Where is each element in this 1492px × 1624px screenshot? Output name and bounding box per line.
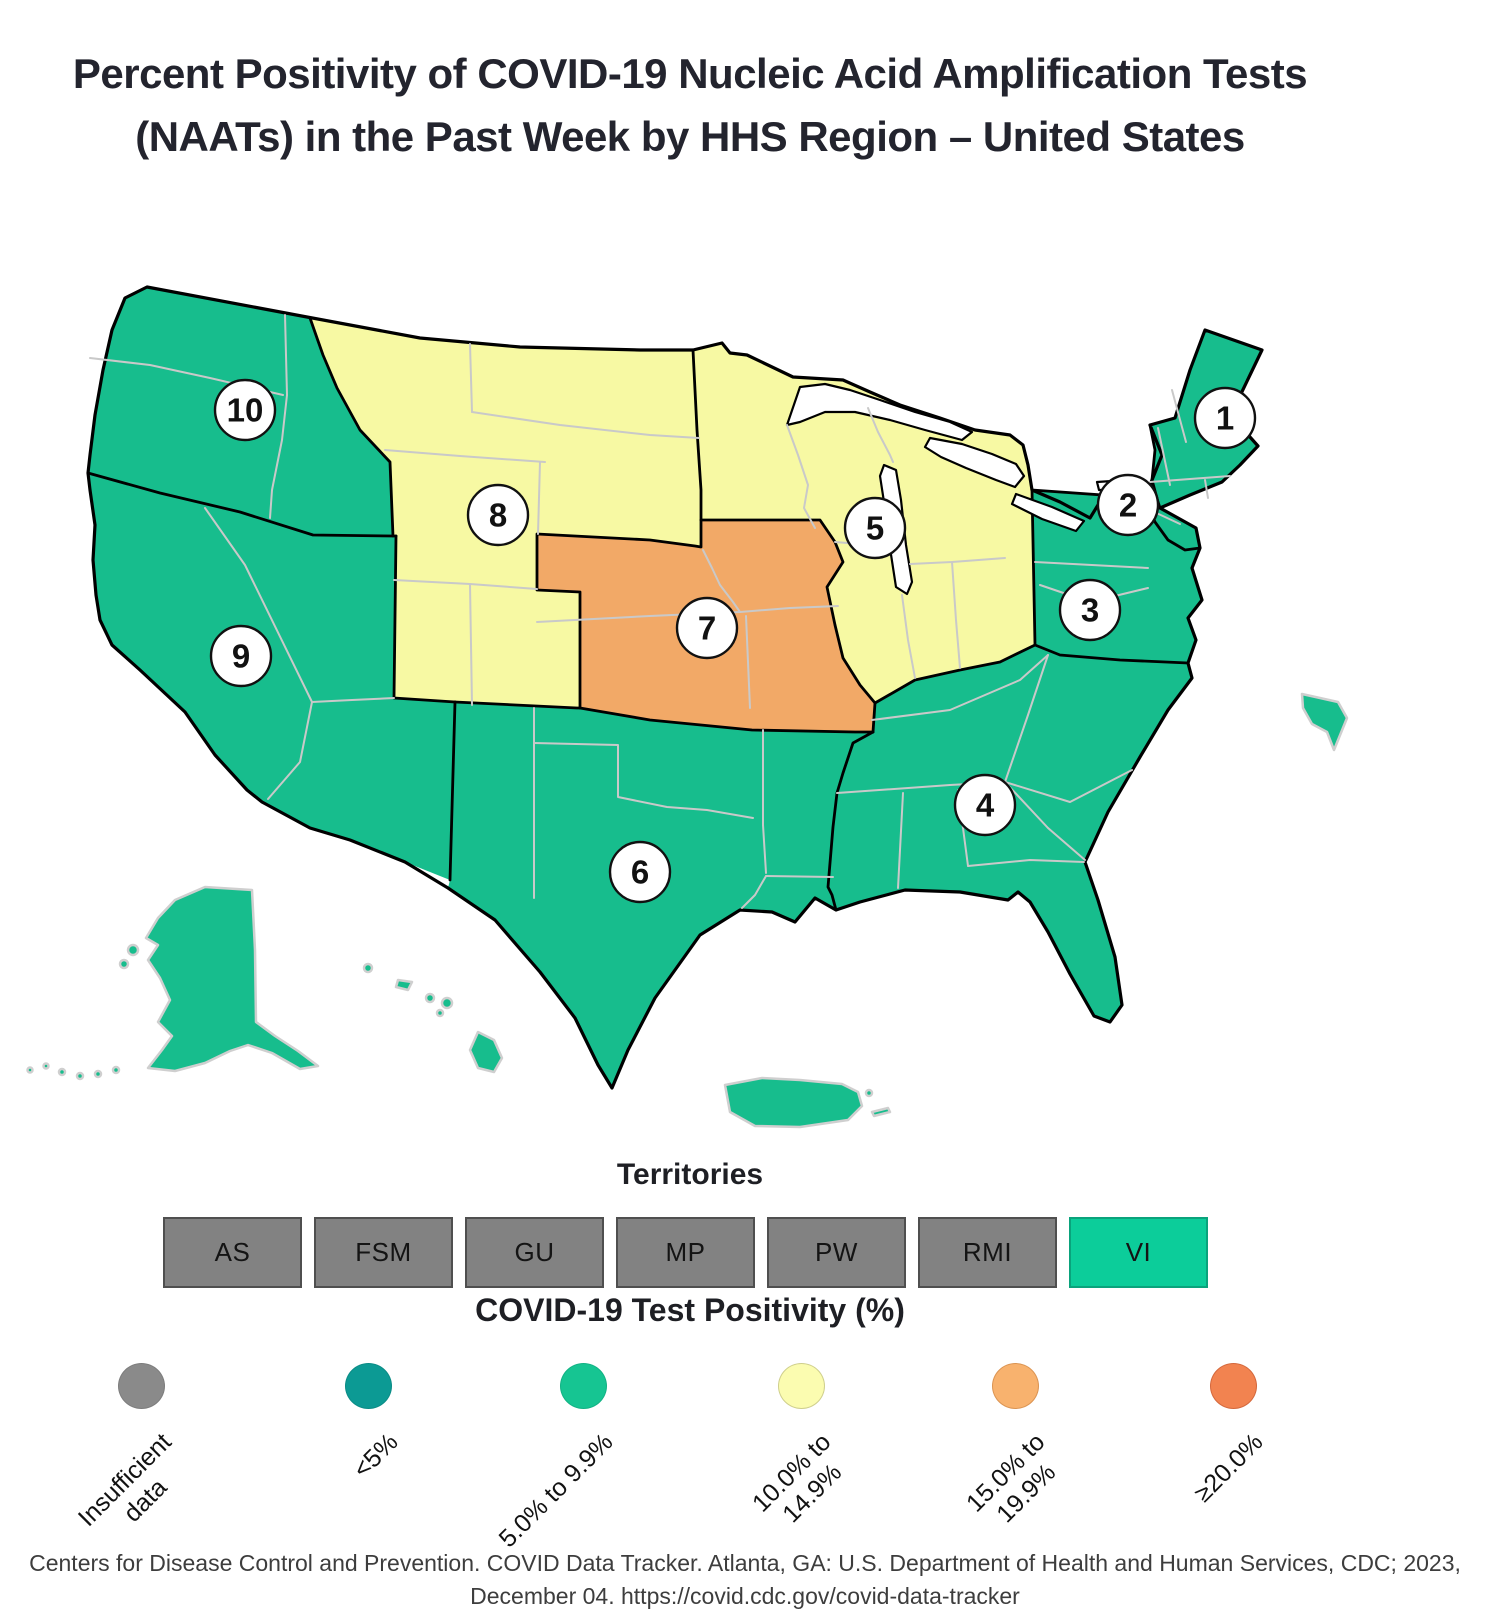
legend-marker-2 — [560, 1363, 607, 1409]
territory-box-GU[interactable]: GU — [465, 1217, 604, 1288]
region-8-badge-circle[interactable] — [466, 483, 530, 547]
region-1-badge[interactable]: 1 — [1193, 386, 1257, 450]
legend-marker-1 — [345, 1363, 392, 1409]
national-outline — [86, 285, 1264, 1090]
region-7-badge[interactable]: 7 — [675, 596, 739, 660]
region-4-path[interactable] — [828, 645, 1192, 1022]
region-1-badge-label: 1 — [1216, 400, 1234, 437]
us-hhs-region-map: 1 2 3 4 5 6 7 8 9 10 — [26, 285, 1349, 1129]
region-5-badge[interactable]: 5 — [843, 496, 907, 560]
puerto-rico-islets — [864, 1088, 892, 1118]
region-9-badge-circle[interactable] — [209, 624, 273, 688]
legend-label-1: <5% — [348, 1428, 404, 1484]
region-8-badge[interactable]: 8 — [466, 483, 530, 547]
footer-line1: Centers for Disease Control and Preventi… — [29, 1550, 1461, 1576]
region-10-badge-circle[interactable] — [213, 378, 277, 442]
region-5-badge-circle[interactable] — [843, 496, 907, 560]
territory-label-RMI: RMI — [962, 1237, 1013, 1267]
region-2-badge-circle[interactable] — [1096, 473, 1160, 537]
legend-marker-3 — [778, 1363, 825, 1409]
region-2-badge-label: 2 — [1119, 487, 1137, 524]
alaska-path[interactable] — [144, 885, 320, 1073]
territories-row: AS FSM GU MP PW RMI VI — [163, 1217, 1208, 1288]
legend-label-3: 10.0% to 14.9% — [747, 1428, 848, 1529]
region-10-badge-label: 10 — [227, 392, 264, 429]
footer-line2: December 04. https://covid.cdc.gov/covid… — [470, 1583, 1020, 1609]
region-2-badge[interactable]: 2 — [1096, 473, 1160, 537]
region-3-badge-circle[interactable] — [1058, 578, 1122, 642]
territory-label-GU: GU — [514, 1237, 555, 1267]
region-9-badge[interactable]: 9 — [209, 624, 273, 688]
region-6-badge-label: 6 — [631, 854, 649, 891]
territory-box-PW[interactable]: PW — [767, 1217, 906, 1288]
lake-erie — [1010, 492, 1086, 533]
territory-label-PW: PW — [815, 1237, 858, 1267]
region-9-badge-label: 9 — [232, 638, 250, 675]
legend-marker-0 — [118, 1363, 165, 1409]
region-10-badge[interactable]: 10 — [213, 378, 277, 442]
hawaii-islands[interactable] — [362, 962, 504, 1074]
region-4-badge-label: 4 — [976, 787, 995, 824]
alaska-islands — [26, 943, 140, 1081]
region-7-badge-circle[interactable] — [675, 596, 739, 660]
region-4-badge-circle[interactable] — [953, 773, 1017, 837]
legend-marker-5 — [1210, 1363, 1257, 1409]
region-6-badge[interactable]: 6 — [608, 840, 672, 904]
territory-box-MP[interactable]: MP — [616, 1217, 755, 1288]
legend-label-5: ≥20.0% — [1189, 1428, 1269, 1508]
legend-marker-4 — [992, 1363, 1039, 1409]
region-9-path[interactable] — [88, 473, 455, 880]
territory-box-FSM[interactable]: FSM — [314, 1217, 453, 1288]
territory-box-VI[interactable]: VI — [1069, 1217, 1208, 1288]
lake-huron — [923, 436, 1026, 489]
region-3-badge-label: 3 — [1081, 592, 1099, 629]
region-1-badge-circle[interactable] — [1193, 386, 1257, 450]
virgin-islands-path[interactable] — [1300, 692, 1349, 752]
puerto-rico-path[interactable] — [723, 1076, 864, 1129]
state-borders — [89, 314, 1231, 909]
territory-label-AS: AS — [214, 1237, 251, 1267]
region-3-badge[interactable]: 3 — [1058, 578, 1122, 642]
legend-title: COVID-19 Test Positivity (%) — [475, 1292, 905, 1328]
legend-label-4: 15.0% to 19.9% — [961, 1428, 1062, 1529]
territory-box-RMI[interactable]: RMI — [918, 1217, 1057, 1288]
territory-label-VI: VI — [1125, 1237, 1152, 1267]
page-title-line1: Percent Positivity of COVID-19 Nucleic A… — [72, 50, 1308, 97]
territory-box-AS[interactable]: AS — [163, 1217, 302, 1288]
region-6-badge-circle[interactable] — [608, 840, 672, 904]
footer-citation: Centers for Disease Control and Preventi… — [10, 1547, 1480, 1613]
region-8-badge-label: 8 — [489, 497, 507, 534]
page-title: Percent Positivity of COVID-19 Nucleic A… — [0, 42, 1380, 168]
legend-label-2: 5.0% to 9.9% — [493, 1428, 619, 1553]
page-title-line2: (NAATs) in the Past Week by HHS Region –… — [135, 113, 1245, 160]
region-4-badge[interactable]: 4 — [953, 773, 1017, 837]
territory-label-MP: MP — [665, 1237, 706, 1267]
legend-label-0: Insufficient data — [72, 1428, 177, 1532]
territory-label-FSM: FSM — [355, 1237, 412, 1267]
lake-superior — [785, 382, 974, 442]
region-7-badge-label: 7 — [698, 610, 716, 647]
territories-heading: Territories — [616, 1158, 764, 1191]
region-5-badge-label: 5 — [866, 510, 884, 547]
